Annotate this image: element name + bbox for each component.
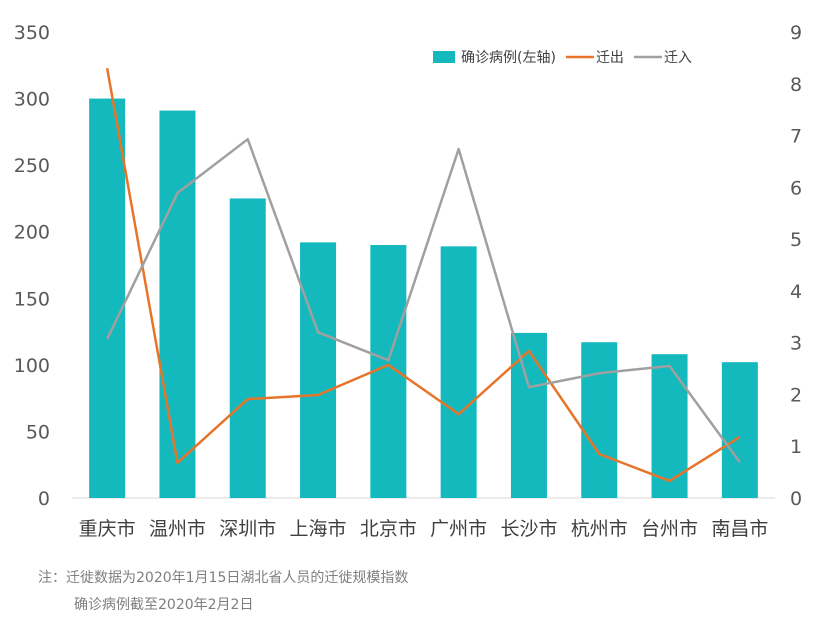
bar bbox=[370, 245, 407, 498]
category-label: 南昌市 bbox=[711, 518, 768, 540]
category-label: 温州市 bbox=[149, 518, 206, 540]
right-tick-label: 7 bbox=[790, 126, 802, 148]
left-tick-label: 200 bbox=[14, 222, 50, 244]
category-label: 长沙市 bbox=[500, 518, 557, 540]
category-label: 重庆市 bbox=[79, 518, 136, 540]
right-tick-label: 9 bbox=[790, 22, 802, 44]
category-label: 杭州市 bbox=[571, 518, 628, 540]
left-tick-label: 50 bbox=[26, 421, 50, 443]
right-tick-label: 2 bbox=[790, 384, 802, 406]
legend-label: 确诊病例(左轴) bbox=[461, 50, 556, 66]
category-label: 北京市 bbox=[360, 518, 417, 540]
bar bbox=[440, 246, 477, 498]
left-tick-label: 250 bbox=[14, 155, 50, 177]
left-tick-label: 0 bbox=[38, 488, 50, 510]
category-label: 台州市 bbox=[641, 518, 698, 540]
legend-swatch bbox=[433, 51, 455, 63]
right-tick-label: 5 bbox=[790, 229, 802, 251]
right-tick-label: 3 bbox=[790, 333, 802, 355]
right-tick-label: 4 bbox=[790, 281, 802, 303]
bar bbox=[159, 110, 196, 498]
right-tick-label: 6 bbox=[790, 177, 802, 199]
category-label: 广州市 bbox=[430, 518, 487, 540]
bar bbox=[89, 98, 126, 499]
line-迁出 bbox=[105, 68, 741, 483]
legend-label: 迁入 bbox=[664, 50, 692, 66]
left-tick-label: 100 bbox=[14, 355, 50, 377]
line-迁入 bbox=[106, 137, 741, 464]
bar bbox=[581, 342, 618, 498]
bar bbox=[300, 242, 337, 498]
category-label: 深圳市 bbox=[219, 518, 276, 540]
right-tick-label: 1 bbox=[790, 436, 802, 458]
category-label: 上海市 bbox=[290, 518, 347, 540]
right-tick-label: 0 bbox=[790, 488, 802, 510]
bar bbox=[229, 198, 266, 498]
note-line-1: 注：迁徙数据为2020年1月15日湖北省人员的迁徙规模指数 bbox=[38, 570, 409, 586]
bar bbox=[721, 362, 758, 498]
bar bbox=[510, 332, 547, 498]
legend-label: 迁出 bbox=[596, 50, 624, 66]
left-tick-label: 300 bbox=[14, 89, 50, 111]
right-tick-label: 8 bbox=[790, 74, 802, 96]
note-line-2: 确诊病例截至2020年2月2日 bbox=[74, 597, 254, 613]
left-tick-label: 150 bbox=[14, 288, 50, 310]
left-tick-label: 350 bbox=[14, 22, 50, 44]
